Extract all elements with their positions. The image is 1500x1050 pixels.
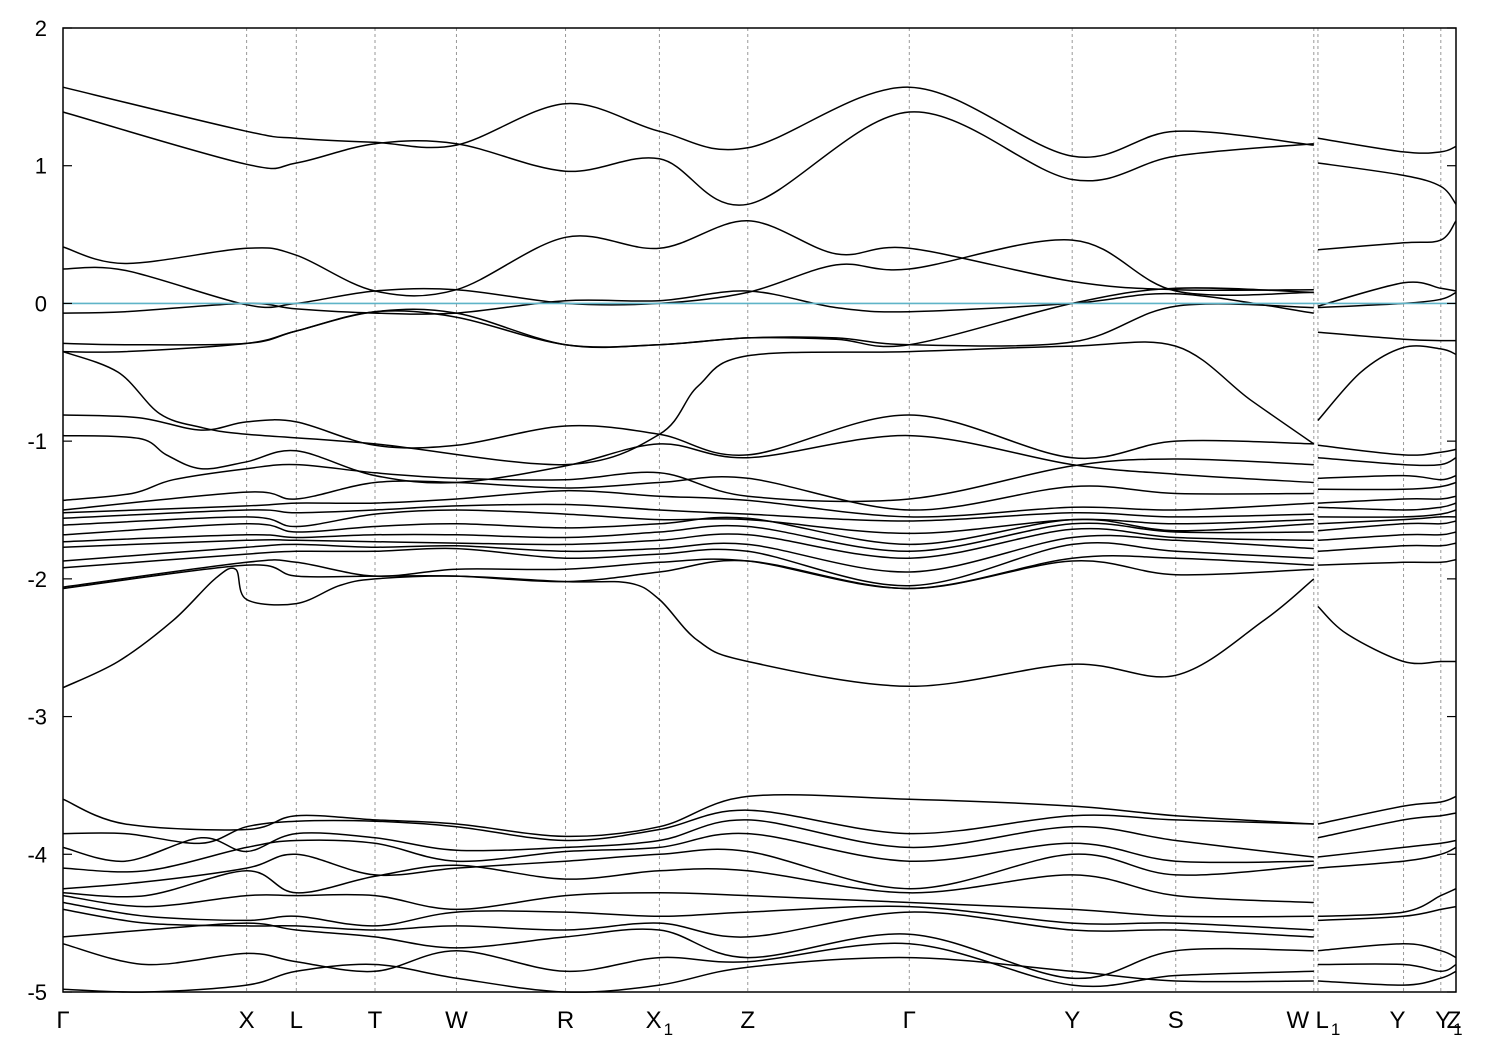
y-tick-label-5: -3 (27, 705, 47, 730)
band-line-36 (1317, 515, 1457, 525)
kpoint-label-3: T (368, 1007, 383, 1034)
band-line-32 (1317, 481, 1457, 491)
band-line-0 (62, 86, 1314, 158)
band-line-38 (1317, 531, 1457, 542)
band-line-53 (62, 942, 1314, 988)
band-line-37 (1317, 520, 1457, 532)
band-line-44 (62, 809, 1314, 845)
kpoint-label-0: Γ (56, 1007, 69, 1034)
band-line-9 (1317, 220, 1457, 251)
band-line-13 (62, 341, 1315, 466)
band-line-26 (62, 527, 1314, 559)
band-line-30 (62, 559, 1314, 590)
band-line-34 (1317, 502, 1457, 511)
y-tick-label-1: 1 (35, 154, 47, 179)
band-line-22 (62, 503, 1314, 522)
y-axis: 2 1 0 -1 -2 -3 -4 -5 (27, 16, 1456, 1005)
x-axis: Γ X L T W R X 1 Z Γ Y S W L 1 Y Y 1Z (56, 1007, 1462, 1039)
kpoint-label-2: L (290, 1007, 303, 1034)
y-tick-label-2: 0 (35, 291, 47, 316)
band-line-11 (1317, 291, 1457, 309)
band-line-15 (62, 414, 1314, 460)
kpoint-label-13: Y (1390, 1007, 1406, 1034)
y-tick-label-4: -2 (27, 567, 47, 592)
kpoint-label-4: W (445, 1007, 468, 1034)
band-line-43 (62, 793, 1314, 838)
band-line-1 (62, 111, 1314, 206)
band-line-33 (1317, 495, 1457, 504)
band-line-39 (1317, 542, 1457, 553)
band-line-23 (62, 509, 1314, 535)
kpoint-label-5: R (557, 1007, 574, 1034)
plot-frame (62, 27, 1457, 993)
band-line-20 (62, 476, 1314, 511)
band-line-40 (1317, 558, 1457, 566)
y-tick-label-6: -4 (27, 842, 47, 867)
band-line-56 (1317, 812, 1457, 839)
band-line-18 (1317, 456, 1457, 467)
band-line-62 (1317, 963, 1457, 973)
y-tick-label-0: 2 (35, 16, 47, 41)
band-line-4 (62, 220, 1314, 297)
kpoint-label-11: W (1286, 1007, 1309, 1034)
band-lines (62, 86, 1457, 993)
band-line-51 (62, 908, 1314, 938)
band-line-3 (1317, 162, 1457, 205)
band-line-57 (1317, 839, 1457, 858)
band-line-63 (1317, 970, 1457, 986)
kpoint-label-7: Z (740, 1007, 755, 1034)
band-line-6 (62, 290, 1314, 315)
band-line-50 (62, 901, 1314, 931)
band-line-58 (1317, 846, 1457, 869)
band-line-47 (62, 848, 1314, 890)
band-line-8 (62, 303, 1314, 353)
band-line-42 (1317, 605, 1456, 665)
band-line-27 (62, 534, 1314, 573)
band-line-25 (62, 522, 1314, 553)
band-line-52 (62, 922, 1314, 980)
band-line-29 (62, 554, 1314, 590)
band-line-19 (62, 458, 1314, 503)
band-line-59 (1317, 888, 1457, 918)
band-line-41 (62, 567, 1315, 689)
y-tick-label-7: -5 (27, 980, 47, 1005)
band-line-28 (62, 541, 1314, 587)
band-line-21 (62, 489, 1314, 518)
band-line-49 (62, 892, 1314, 918)
band-line-55 (1317, 795, 1457, 825)
band-line-60 (1317, 905, 1457, 922)
band-line-14 (1317, 345, 1457, 422)
band-line-45 (62, 819, 1314, 862)
band-line-54 (62, 956, 1314, 993)
band-line-46 (62, 832, 1314, 873)
band-line-2 (1317, 137, 1457, 154)
band-line-31 (1317, 474, 1457, 481)
kpoint-label-1: X (239, 1007, 255, 1034)
kpoint-label-9: Y (1064, 1007, 1080, 1034)
band-line-48 (62, 864, 1314, 904)
band-line-16 (62, 434, 1314, 484)
band-line-24 (62, 516, 1314, 546)
kpoint-label-15: Z (1447, 1007, 1462, 1034)
band-line-10 (1317, 281, 1457, 307)
band-line-12 (1317, 331, 1457, 342)
kpoint-label-8: Γ (903, 1007, 916, 1034)
band-line-61 (1317, 943, 1457, 959)
y-tick-label-3: -1 (27, 429, 47, 454)
band-line-17 (1317, 444, 1457, 456)
band-line-35 (1317, 509, 1457, 518)
kpoint-label-10: S (1168, 1007, 1184, 1034)
